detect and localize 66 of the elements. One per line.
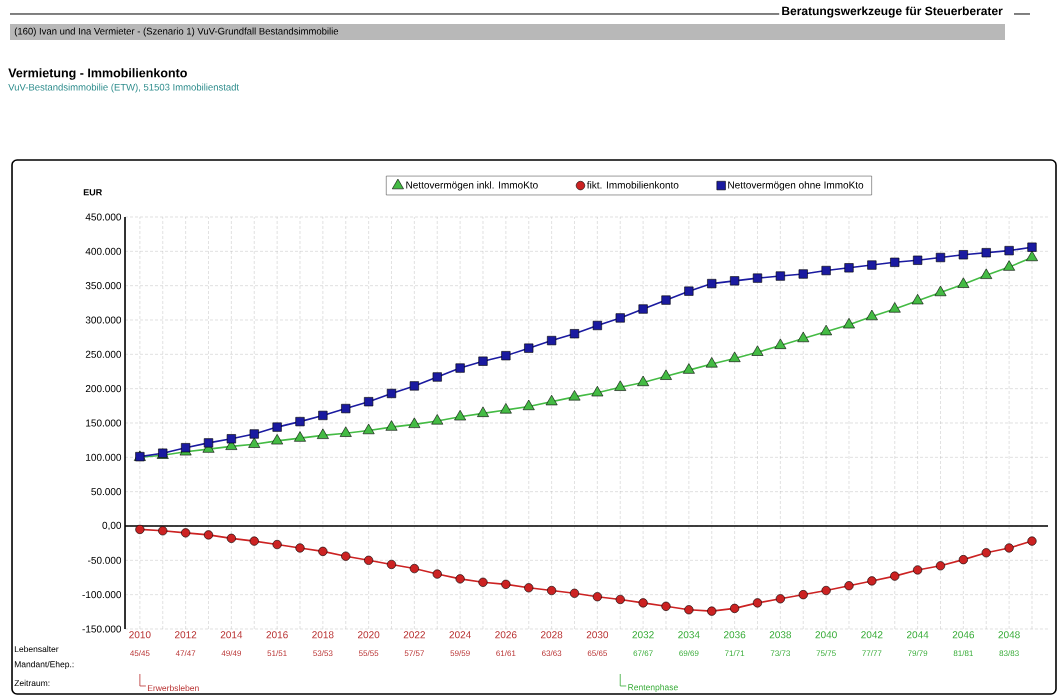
y-tick-label: 150.000	[86, 419, 122, 427]
text: 83/83	[999, 650, 1019, 657]
x-tick-label: 2022	[403, 631, 425, 639]
x-tick-label: 2034	[678, 631, 700, 639]
text: 59/59	[450, 650, 470, 657]
x-tick-label: 2014	[220, 631, 243, 639]
text: Beratungswerkzeuge für Steuerberater	[782, 6, 1003, 18]
legend-label: Nettovermögen inkl. ImmoKto	[406, 181, 538, 191]
text: 61/61	[496, 650, 516, 657]
y-tick-label: 400.000	[85, 247, 122, 255]
y-tick-label: 250.000	[85, 350, 122, 358]
y-tick-label: -100.000	[82, 591, 122, 599]
x-tick-label: 2030	[586, 631, 609, 639]
x-tick-label: 2012	[175, 631, 197, 639]
x-tick-label: 2038	[769, 631, 792, 639]
text: 77/77	[862, 650, 882, 657]
y-tick-label: -50.000	[88, 556, 122, 564]
ref-line-label: Erwerbsleben	[147, 684, 199, 692]
text: 75/75	[816, 650, 836, 657]
text: 71/71	[725, 650, 745, 657]
text: 45/45	[130, 650, 150, 657]
text: Lebensalter	[14, 645, 59, 653]
text: 73/73	[770, 650, 791, 657]
text: Mandant/Ehep.:	[14, 661, 74, 669]
text: 47/47	[175, 650, 196, 657]
x-tick-label: 2040	[815, 631, 837, 639]
text: 53/53	[313, 650, 333, 657]
y-tick-label: 100.000	[86, 453, 122, 461]
legend-label: Nettovermögen ohne ImmoKto	[728, 181, 864, 191]
x-tick-label: 2036	[724, 631, 746, 639]
text: 81/81	[953, 650, 973, 657]
text: 79/79	[908, 650, 928, 657]
text: 65/65	[587, 650, 608, 657]
x-tick-label: 2018	[312, 631, 334, 639]
x-tick-label: 2020	[358, 631, 380, 639]
x-tick-label: 2010	[129, 631, 151, 639]
text: (160) Ivan und Ina Vermieter - (Szenario 1) VuV-Grundfall Bestandsimmobilie	[14, 27, 339, 37]
y-tick-label: 50.000	[91, 488, 122, 496]
y-axis-title: EUR	[83, 189, 103, 196]
y-tick-label: 300.000	[85, 316, 122, 324]
text: Zeitraum:	[14, 679, 50, 687]
text: 49/49	[221, 650, 241, 657]
x-tick-label: 2044	[906, 631, 929, 639]
x-tick-label: 2048	[998, 631, 1020, 639]
ref-line-label: Rentenphase	[628, 684, 678, 692]
x-tick-label: 2042	[861, 631, 883, 639]
x-tick-label: 2024	[449, 631, 471, 639]
legend-label: fikt. Immobilienkonto	[586, 181, 679, 189]
text: 51/51	[267, 650, 287, 657]
text: 55/55	[358, 650, 379, 657]
text: 69/69	[679, 650, 699, 657]
y-tick-label: 450.000	[85, 213, 122, 221]
text: 67/67	[633, 650, 653, 657]
x-tick-label: 2028	[541, 631, 563, 639]
chart-title: Vermietung - Immobilienkonto	[8, 68, 187, 80]
chart-subtitle: VuV-Bestandsimmobilie (ETW), 51503 Immobilienstadt	[8, 83, 240, 93]
y-tick-label: 0,00	[102, 521, 122, 531]
y-tick-label: 200.000	[85, 385, 122, 393]
x-tick-label: 2026	[495, 631, 517, 639]
x-tick-label: 2016	[266, 631, 288, 639]
y-tick-label: 350.000	[85, 282, 122, 290]
y-tick-label: -150.000	[82, 625, 122, 633]
text: 57/57	[404, 650, 424, 657]
x-tick-label: 2046	[952, 631, 975, 639]
x-tick-label: 2032	[632, 631, 654, 639]
text: 63/63	[542, 650, 562, 657]
